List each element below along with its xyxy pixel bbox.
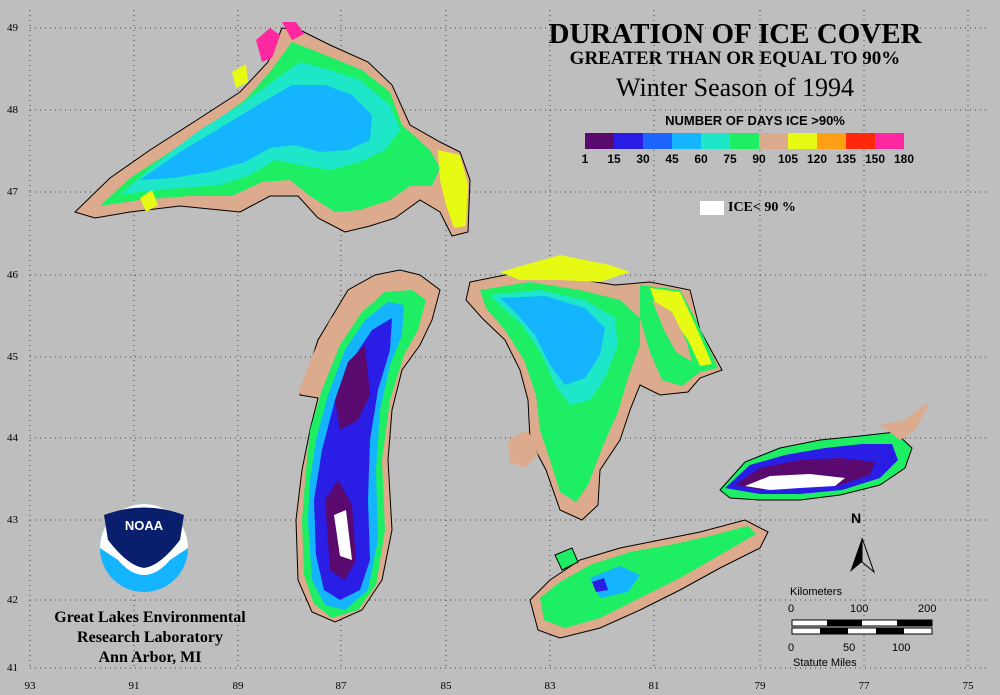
lake-michigan bbox=[295, 269, 441, 623]
legend-title: NUMBER OF DAYS ICE >90% bbox=[665, 113, 845, 128]
legend-tick-label: 90 bbox=[752, 152, 766, 166]
lat-label: 44 bbox=[7, 432, 18, 444]
north-arrow bbox=[850, 537, 876, 574]
scale-bar-mi bbox=[791, 627, 933, 635]
season-label: Winter Season of 1994 bbox=[616, 73, 854, 102]
scale-mi-label: Statute Miles bbox=[793, 657, 857, 669]
legend-tick-label: 150 bbox=[864, 152, 886, 166]
legend-swatch bbox=[730, 133, 759, 149]
lon-label: 91 bbox=[128, 680, 140, 692]
legend-tick-label: 180 bbox=[893, 152, 915, 166]
scale-mi-tick: 100 bbox=[892, 642, 911, 654]
lon-label: 79 bbox=[754, 680, 766, 692]
legend-tick-label: 120 bbox=[806, 152, 828, 166]
scale-km-label: Kilometers bbox=[790, 586, 842, 598]
map-subtitle: GREATER THAN OR EQUAL TO 90% bbox=[569, 48, 901, 69]
legend-swatch bbox=[817, 133, 846, 149]
legend-tick-label: 105 bbox=[777, 152, 799, 166]
lake-superior bbox=[74, 22, 471, 237]
scale-km-tick: 200 bbox=[918, 603, 937, 615]
lon-label: 77 bbox=[858, 680, 870, 692]
lat-label: 45 bbox=[7, 351, 18, 363]
lake-ontario bbox=[719, 402, 930, 501]
legend-tick-label: 15 bbox=[607, 152, 621, 166]
legend-swatch bbox=[585, 133, 614, 149]
lon-label: 87 bbox=[335, 680, 347, 692]
noaa-logo: NOAA bbox=[100, 504, 188, 592]
map-title: DURATION OF ICE COVER bbox=[548, 18, 922, 50]
north-label: N bbox=[851, 510, 862, 526]
lon-label: 83 bbox=[544, 680, 556, 692]
legend-tick-label: 135 bbox=[835, 152, 857, 166]
lat-label: 43 bbox=[7, 514, 18, 526]
lat-label: 41 bbox=[7, 662, 18, 674]
scale-mi-tick: 0 bbox=[788, 642, 795, 654]
legend-tick-label: 30 bbox=[636, 152, 650, 166]
legend-swatch bbox=[614, 133, 643, 149]
legend-tick-label: 1 bbox=[581, 152, 589, 166]
org-name-line1: Great Lakes Environmental bbox=[54, 609, 246, 626]
org-name-line2: Research Laboratory bbox=[77, 629, 223, 646]
legend-tick-label: 75 bbox=[723, 152, 737, 166]
lon-label: 93 bbox=[24, 680, 36, 692]
svg-text:NOAA: NOAA bbox=[125, 518, 164, 533]
legend-tick-label: 45 bbox=[665, 152, 679, 166]
lat-label: 42 bbox=[7, 594, 18, 606]
scale-mi-tick: 50 bbox=[843, 642, 856, 654]
scale-bar-km bbox=[791, 619, 933, 627]
lake-huron bbox=[465, 255, 723, 521]
lat-label: 48 bbox=[7, 104, 18, 116]
legend-swatch bbox=[875, 133, 904, 149]
ice-under-90-label: ICE< 90 % bbox=[728, 200, 796, 215]
legend-swatch bbox=[788, 133, 817, 149]
org-location: Ann Arbor, MI bbox=[98, 649, 202, 666]
lon-label: 89 bbox=[232, 680, 244, 692]
scale-km-tick: 100 bbox=[850, 603, 869, 615]
lat-label: 49 bbox=[7, 22, 18, 34]
ice-under-90-swatch bbox=[700, 201, 724, 215]
lon-label: 85 bbox=[440, 680, 452, 692]
lon-label: 81 bbox=[648, 680, 660, 692]
legend-tick-label: 60 bbox=[694, 152, 708, 166]
legend-swatch bbox=[672, 133, 701, 149]
scale-km-tick: 0 bbox=[788, 603, 795, 615]
legend-swatch bbox=[643, 133, 672, 149]
legend-swatch bbox=[846, 133, 875, 149]
lat-label: 47 bbox=[7, 186, 18, 198]
legend-swatch bbox=[759, 133, 788, 149]
lon-label: 75 bbox=[962, 680, 974, 692]
lake-erie bbox=[529, 519, 769, 639]
lat-label: 46 bbox=[7, 269, 18, 281]
legend-swatch bbox=[701, 133, 730, 149]
